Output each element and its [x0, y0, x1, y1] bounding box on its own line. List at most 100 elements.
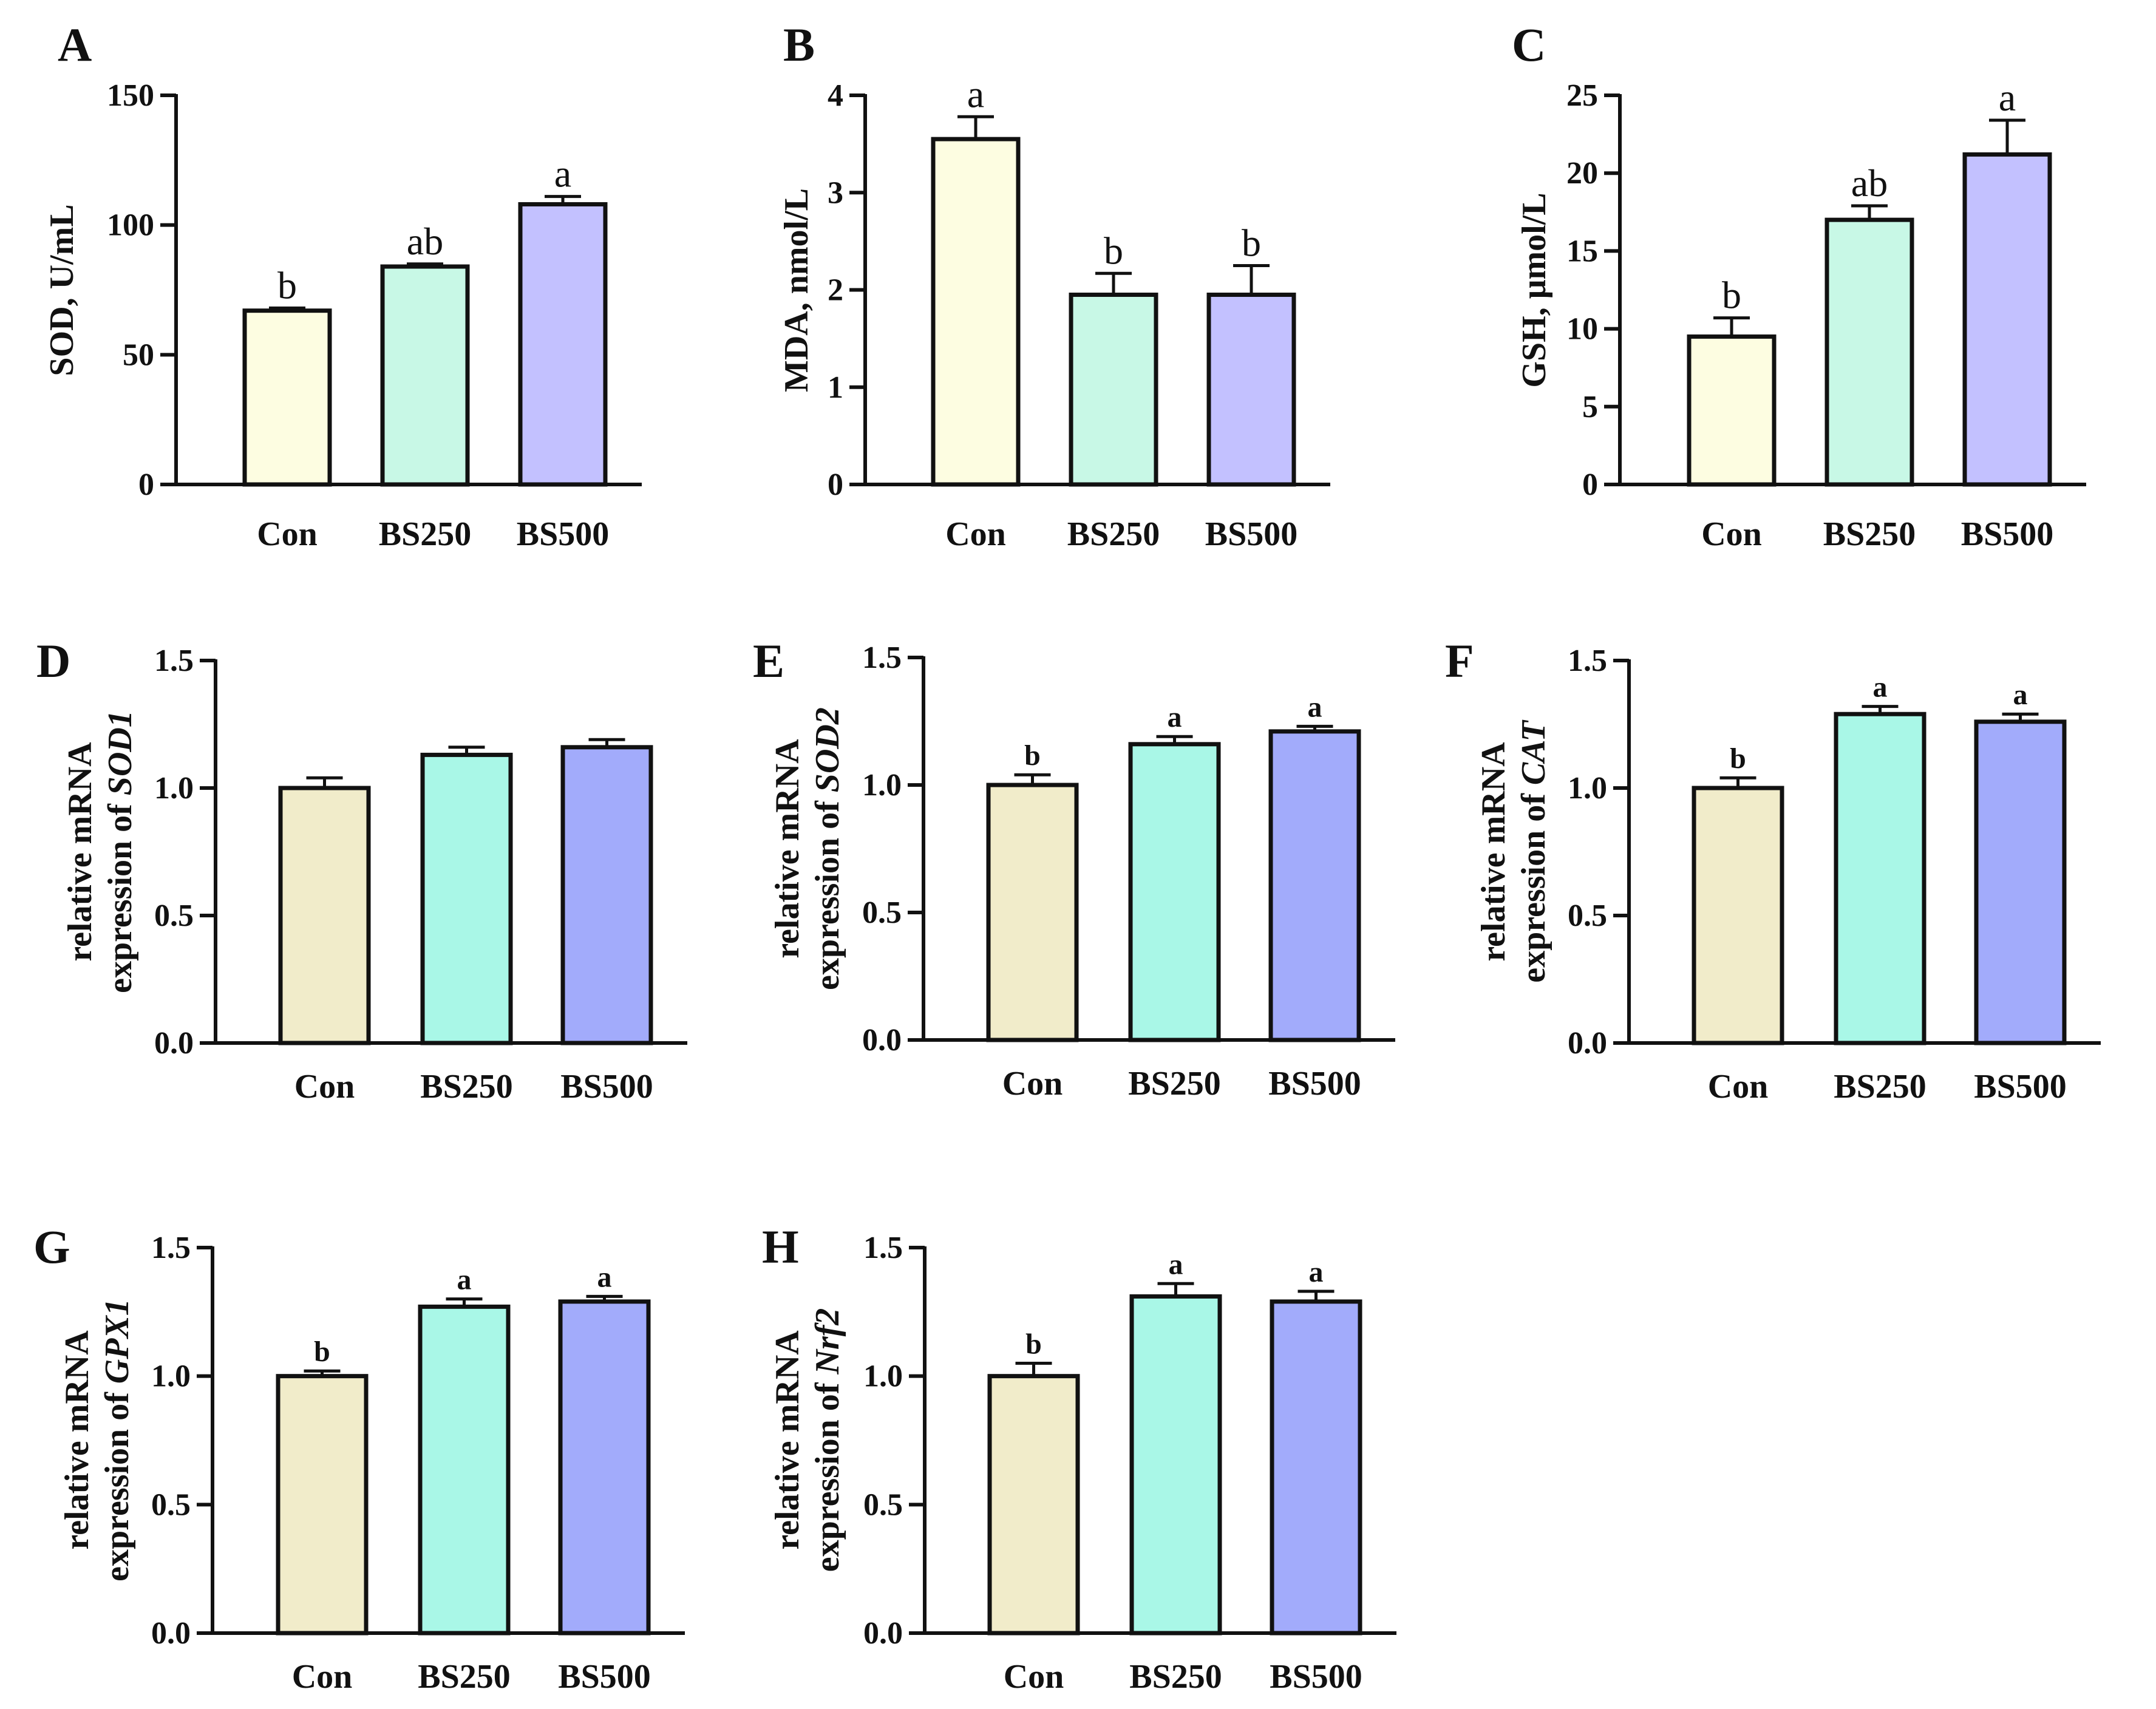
bar-A-BS500: [518, 202, 608, 487]
bar-H-Con: [987, 1374, 1080, 1636]
category-label-B-1: BS250: [1067, 515, 1160, 553]
significance-F-0: b: [1730, 742, 1746, 775]
y-tick-label-G-2: 1.0: [151, 1359, 191, 1394]
panel-label-C: C: [1512, 18, 1546, 71]
significance-A-0: b: [277, 263, 297, 307]
bar-H-BS500: [1270, 1299, 1362, 1636]
category-label-A-1: BS250: [379, 515, 472, 553]
significance-F-1: a: [1873, 671, 1888, 704]
y-axis-label-H-prefix: expression of: [809, 1374, 846, 1572]
y-tick-label-F-1: 0.5: [1568, 899, 1607, 933]
panel-label-H: H: [762, 1220, 799, 1273]
bar-B-BS250: [1069, 293, 1158, 487]
category-label-H-2: BS500: [1270, 1658, 1362, 1696]
y-axis-label-H-line1: relative mRNA: [769, 1330, 806, 1550]
significance-H-2: a: [1309, 1256, 1324, 1288]
panel-C: C 0 5 10 15 20 25 b Con ab BS250 a BS500 GSH, μmol/L: [1512, 18, 2086, 553]
y-axis-label-A: SOD, U/mL: [43, 204, 81, 376]
y-axis-label-H-line2: expression of Nrf2: [809, 1308, 846, 1572]
y-tick-label-C-3: 15: [1566, 234, 1598, 268]
category-label-B-0: Con: [945, 515, 1006, 553]
significance-G-1: a: [457, 1264, 472, 1296]
bar-B-Con: [931, 137, 1021, 487]
y-tick-label-B-3: 3: [828, 175, 843, 210]
y-tick-label-C-0: 0: [1582, 467, 1598, 502]
category-label-D-0: Con: [294, 1068, 355, 1106]
y-tick-label-G-3: 1.5: [151, 1231, 191, 1265]
significance-H-1: a: [1169, 1248, 1183, 1280]
bar-A-Con: [242, 308, 332, 487]
category-label-F-1: BS250: [1834, 1068, 1926, 1106]
category-label-G-1: BS250: [418, 1658, 511, 1696]
category-label-F-0: Con: [1708, 1068, 1769, 1106]
category-label-H-0: Con: [1004, 1658, 1064, 1696]
bar-C-BS250: [1824, 217, 1914, 487]
significance-B-1: b: [1104, 229, 1123, 272]
bar-D-BS250: [420, 752, 513, 1045]
y-tick-label-B-1: 1: [828, 370, 843, 405]
y-tick-label-F-3: 1.5: [1568, 644, 1607, 678]
significance-C-0: b: [1722, 274, 1741, 317]
y-axis-label-E-prefix: expression of: [809, 792, 846, 990]
bar-H-BS250: [1129, 1294, 1222, 1636]
y-axis-label-E-gene: SOD2: [809, 707, 846, 792]
category-label-G-0: Con: [292, 1658, 353, 1696]
y-tick-label-A-3: 150: [107, 78, 154, 113]
bar-F-BS500: [1974, 719, 2067, 1045]
bar-G-Con: [276, 1374, 369, 1636]
y-axis-label-G-prefix: expression of: [98, 1384, 136, 1582]
category-label-D-2: BS500: [560, 1068, 653, 1106]
y-tick-label-H-3: 1.5: [863, 1231, 903, 1265]
y-tick-label-C-4: 20: [1566, 156, 1598, 191]
panel-label-E: E: [753, 634, 784, 687]
significance-B-2: b: [1242, 221, 1261, 264]
y-tick-label-B-4: 4: [828, 78, 843, 113]
panel-E: E 0.0 0.5 1.0 1.5 b Con a BS250 a BS500 relative mR…: [753, 634, 1395, 1103]
significance-E-2: a: [1308, 691, 1322, 723]
y-tick-label-C-5: 25: [1566, 78, 1598, 113]
y-tick-label-E-2: 1.0: [862, 768, 902, 803]
y-tick-label-A-2: 100: [107, 208, 154, 243]
y-axis-label-D-prefix: expression of: [101, 795, 139, 993]
significance-A-1: ab: [407, 220, 443, 263]
bar-A-BS250: [380, 264, 470, 487]
y-axis-label-F-prefix: expression of: [1515, 785, 1552, 983]
y-tick-label-E-3: 1.5: [862, 640, 902, 675]
significance-H-0: b: [1025, 1328, 1042, 1361]
y-axis-label-C: GSH, μmol/L: [1515, 192, 1553, 387]
panel-label-G: G: [33, 1220, 70, 1273]
significance-E-0: b: [1024, 739, 1041, 772]
bar-C-Con: [1687, 334, 1777, 487]
y-axis-label-E-line2: expression of SOD2: [809, 707, 846, 990]
panel-label-D: D: [36, 634, 70, 687]
category-label-E-1: BS250: [1128, 1065, 1221, 1103]
category-label-A-0: Con: [257, 515, 318, 553]
category-label-H-1: BS250: [1129, 1658, 1222, 1696]
y-tick-label-D-2: 1.0: [154, 771, 194, 806]
y-axis-label-F-line2: expression of CAT: [1515, 719, 1552, 982]
y-tick-label-C-1: 5: [1582, 390, 1598, 424]
panel-label-B: B: [783, 18, 815, 71]
y-tick-label-E-1: 0.5: [862, 895, 902, 930]
y-tick-label-C-2: 10: [1566, 312, 1598, 347]
category-label-F-2: BS500: [1974, 1068, 2067, 1106]
panel-A: A 0 50 100 150 b Con ab BS250 a BS500 SOD, U/mL: [43, 18, 642, 553]
category-label-A-2: BS500: [517, 515, 610, 553]
y-tick-label-G-0: 0.0: [151, 1616, 191, 1651]
bar-E-BS250: [1128, 742, 1221, 1042]
y-axis-label-D-line1: relative mRNA: [61, 742, 99, 962]
y-axis-label-F-line1: relative mRNA: [1475, 742, 1512, 962]
panel-label-F: F: [1445, 634, 1474, 687]
y-tick-label-A-0: 0: [138, 467, 154, 502]
panel-G: G 0.0 0.5 1.0 1.5 b Con a BS250 a BS500 relative mR…: [33, 1220, 685, 1696]
category-label-C-1: BS250: [1823, 515, 1916, 553]
significance-G-0: b: [314, 1336, 330, 1368]
y-tick-label-A-1: 50: [123, 338, 154, 372]
category-label-B-2: BS500: [1205, 515, 1298, 553]
y-tick-label-B-0: 0: [828, 467, 843, 502]
bar-B-BS500: [1206, 293, 1296, 487]
bar-E-BS500: [1268, 729, 1361, 1042]
y-axis-label-E-line1: relative mRNA: [769, 739, 806, 959]
bar-D-BS500: [560, 745, 653, 1045]
